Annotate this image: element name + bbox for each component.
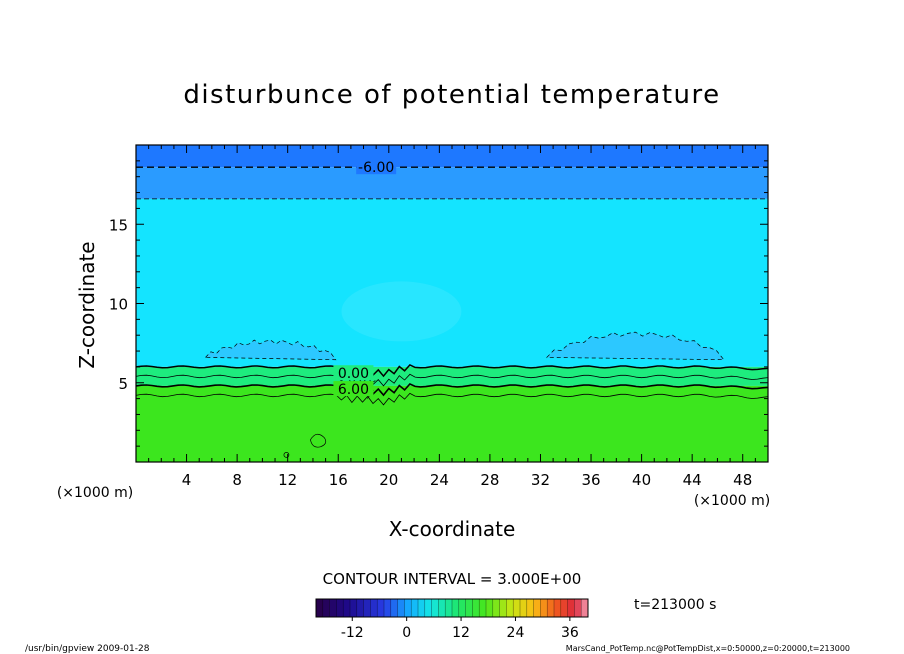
colorbar-cell-3 (336, 599, 344, 617)
time-label: t=213000 s (634, 597, 716, 613)
field-band-0 (136, 145, 768, 168)
colorbar: -12 0 12 24 36 (315, 598, 589, 641)
colorbar-cell-35 (554, 599, 562, 617)
colorbar-cell-17 (431, 599, 439, 617)
colorbar-cell-7 (363, 599, 371, 617)
colorbar-cell-8 (370, 599, 378, 617)
contour-label-2: 6.00 (338, 382, 369, 398)
colorbar-cell-16 (424, 599, 432, 617)
colorbar-cell-28 (506, 599, 514, 617)
contour-label-1: 0.00 (338, 366, 369, 382)
contour-label-0: -6.00 (358, 160, 394, 176)
colorbar-cell-37 (567, 599, 575, 617)
colorbar-cell-30 (520, 599, 528, 617)
colorbar-cell-26 (492, 599, 500, 617)
colorbar-cell-33 (540, 599, 548, 617)
colorbar-cell-4 (343, 599, 351, 617)
x-tick-label-4: 4 (182, 471, 192, 489)
colorbar-cell-11 (390, 599, 398, 617)
y-tick-label-5: 5 (118, 375, 128, 393)
contour-label-bg-0 (356, 159, 397, 175)
contour-solid-1 (135, 373, 769, 387)
colorbar-cell-2 (329, 599, 337, 617)
colorbar-tick-label-36: 36 (561, 625, 579, 641)
colorbar-cell-15 (418, 599, 426, 617)
y-tick-label-15: 15 (109, 216, 128, 234)
colorbar-cell-27 (499, 599, 507, 617)
colorbar-cell-32 (533, 599, 541, 617)
x-tick-label-8: 8 (232, 471, 242, 489)
colorbar-cell-5 (350, 599, 358, 617)
colorbar-tick-label-0: 0 (402, 625, 411, 641)
colorbar-cell-14 (411, 599, 419, 617)
colorbar-cell-21 (458, 599, 466, 617)
colorbar-frame (315, 598, 589, 618)
y-axis-label: Z-coordinate (75, 241, 99, 368)
colorbar-cell-13 (404, 599, 412, 617)
colorbar-cell-0 (316, 599, 324, 617)
colorbar-cell-12 (397, 599, 405, 617)
y-tick-label-10: 10 (109, 296, 128, 314)
colorbar-cell-18 (438, 599, 446, 617)
colorbar-cell-29 (513, 599, 521, 617)
field-band-1 (136, 167, 768, 199)
contour-label-bg-1 (333, 365, 374, 381)
contour-interval-text: CONTOUR INTERVAL = 3.000E+00 (323, 570, 582, 588)
contour-solid-2 (135, 383, 769, 397)
central-plume (341, 281, 462, 342)
x-tick-label-48: 48 (733, 471, 752, 489)
colorbar-tick-label-12: 12 (452, 625, 470, 641)
colorbar-cell-38 (574, 599, 582, 617)
contour-solid-3 (135, 392, 769, 406)
small-contour-loop (310, 433, 327, 448)
colorbar-cell-1 (322, 599, 330, 617)
x-tick-label-16: 16 (329, 471, 348, 489)
x-axis-label: X-coordinate (389, 517, 516, 541)
colorbar-cell-25 (486, 599, 494, 617)
colorbar-cell-24 (479, 599, 487, 617)
x-tick-label-28: 28 (480, 471, 499, 489)
footer-right: MarsCand_PotTemp.nc@PotTempDist,x=0:5000… (566, 644, 850, 653)
colorbar-cell-9 (377, 599, 385, 617)
colorbar-tick-label-24: 24 (507, 625, 525, 641)
x-tick-label-36: 36 (581, 471, 600, 489)
disturbance-patch-left-contour (205, 339, 337, 361)
field-band-3 (136, 366, 768, 386)
x-tick-label-40: 40 (632, 471, 651, 489)
colorbar-cell-36 (560, 599, 568, 617)
colorbar-cell-22 (465, 599, 473, 617)
x-tick-label-32: 32 (531, 471, 550, 489)
x-tick-label-24: 24 (430, 471, 449, 489)
x-tick-label-12: 12 (278, 471, 297, 489)
footer-left: /usr/bin/gpview 2009-01-28 (25, 644, 150, 654)
field-band-4 (136, 385, 768, 462)
x-tick-label-44: 44 (683, 471, 702, 489)
colorbar-cell-34 (547, 599, 555, 617)
chart-title: disturbunce of potential temperature (183, 80, 720, 110)
disturbance-patch-right-fill (546, 332, 724, 360)
contour-label-bg-2 (333, 381, 374, 397)
y-unit-label: (×1000 m) (694, 493, 770, 509)
x-unit-label: (×1000 m) (57, 485, 133, 501)
colorbar-cell-19 (445, 599, 453, 617)
colorbar-cell-6 (356, 599, 364, 617)
x-tick-label-20: 20 (379, 471, 398, 489)
colorbar-cell-23 (472, 599, 480, 617)
disturbance-patch-right-contour (546, 331, 725, 361)
colorbar-tick-label--12: -12 (341, 625, 364, 641)
colorbar-cell-10 (384, 599, 392, 617)
contour-solid-0 (135, 363, 769, 378)
colorbar-cell-20 (452, 599, 460, 617)
disturbance-patch-left-fill (205, 340, 336, 360)
colorbar-cell-31 (526, 599, 534, 617)
small-contour-dot (283, 452, 290, 458)
colorbar-cell-39 (581, 599, 589, 617)
